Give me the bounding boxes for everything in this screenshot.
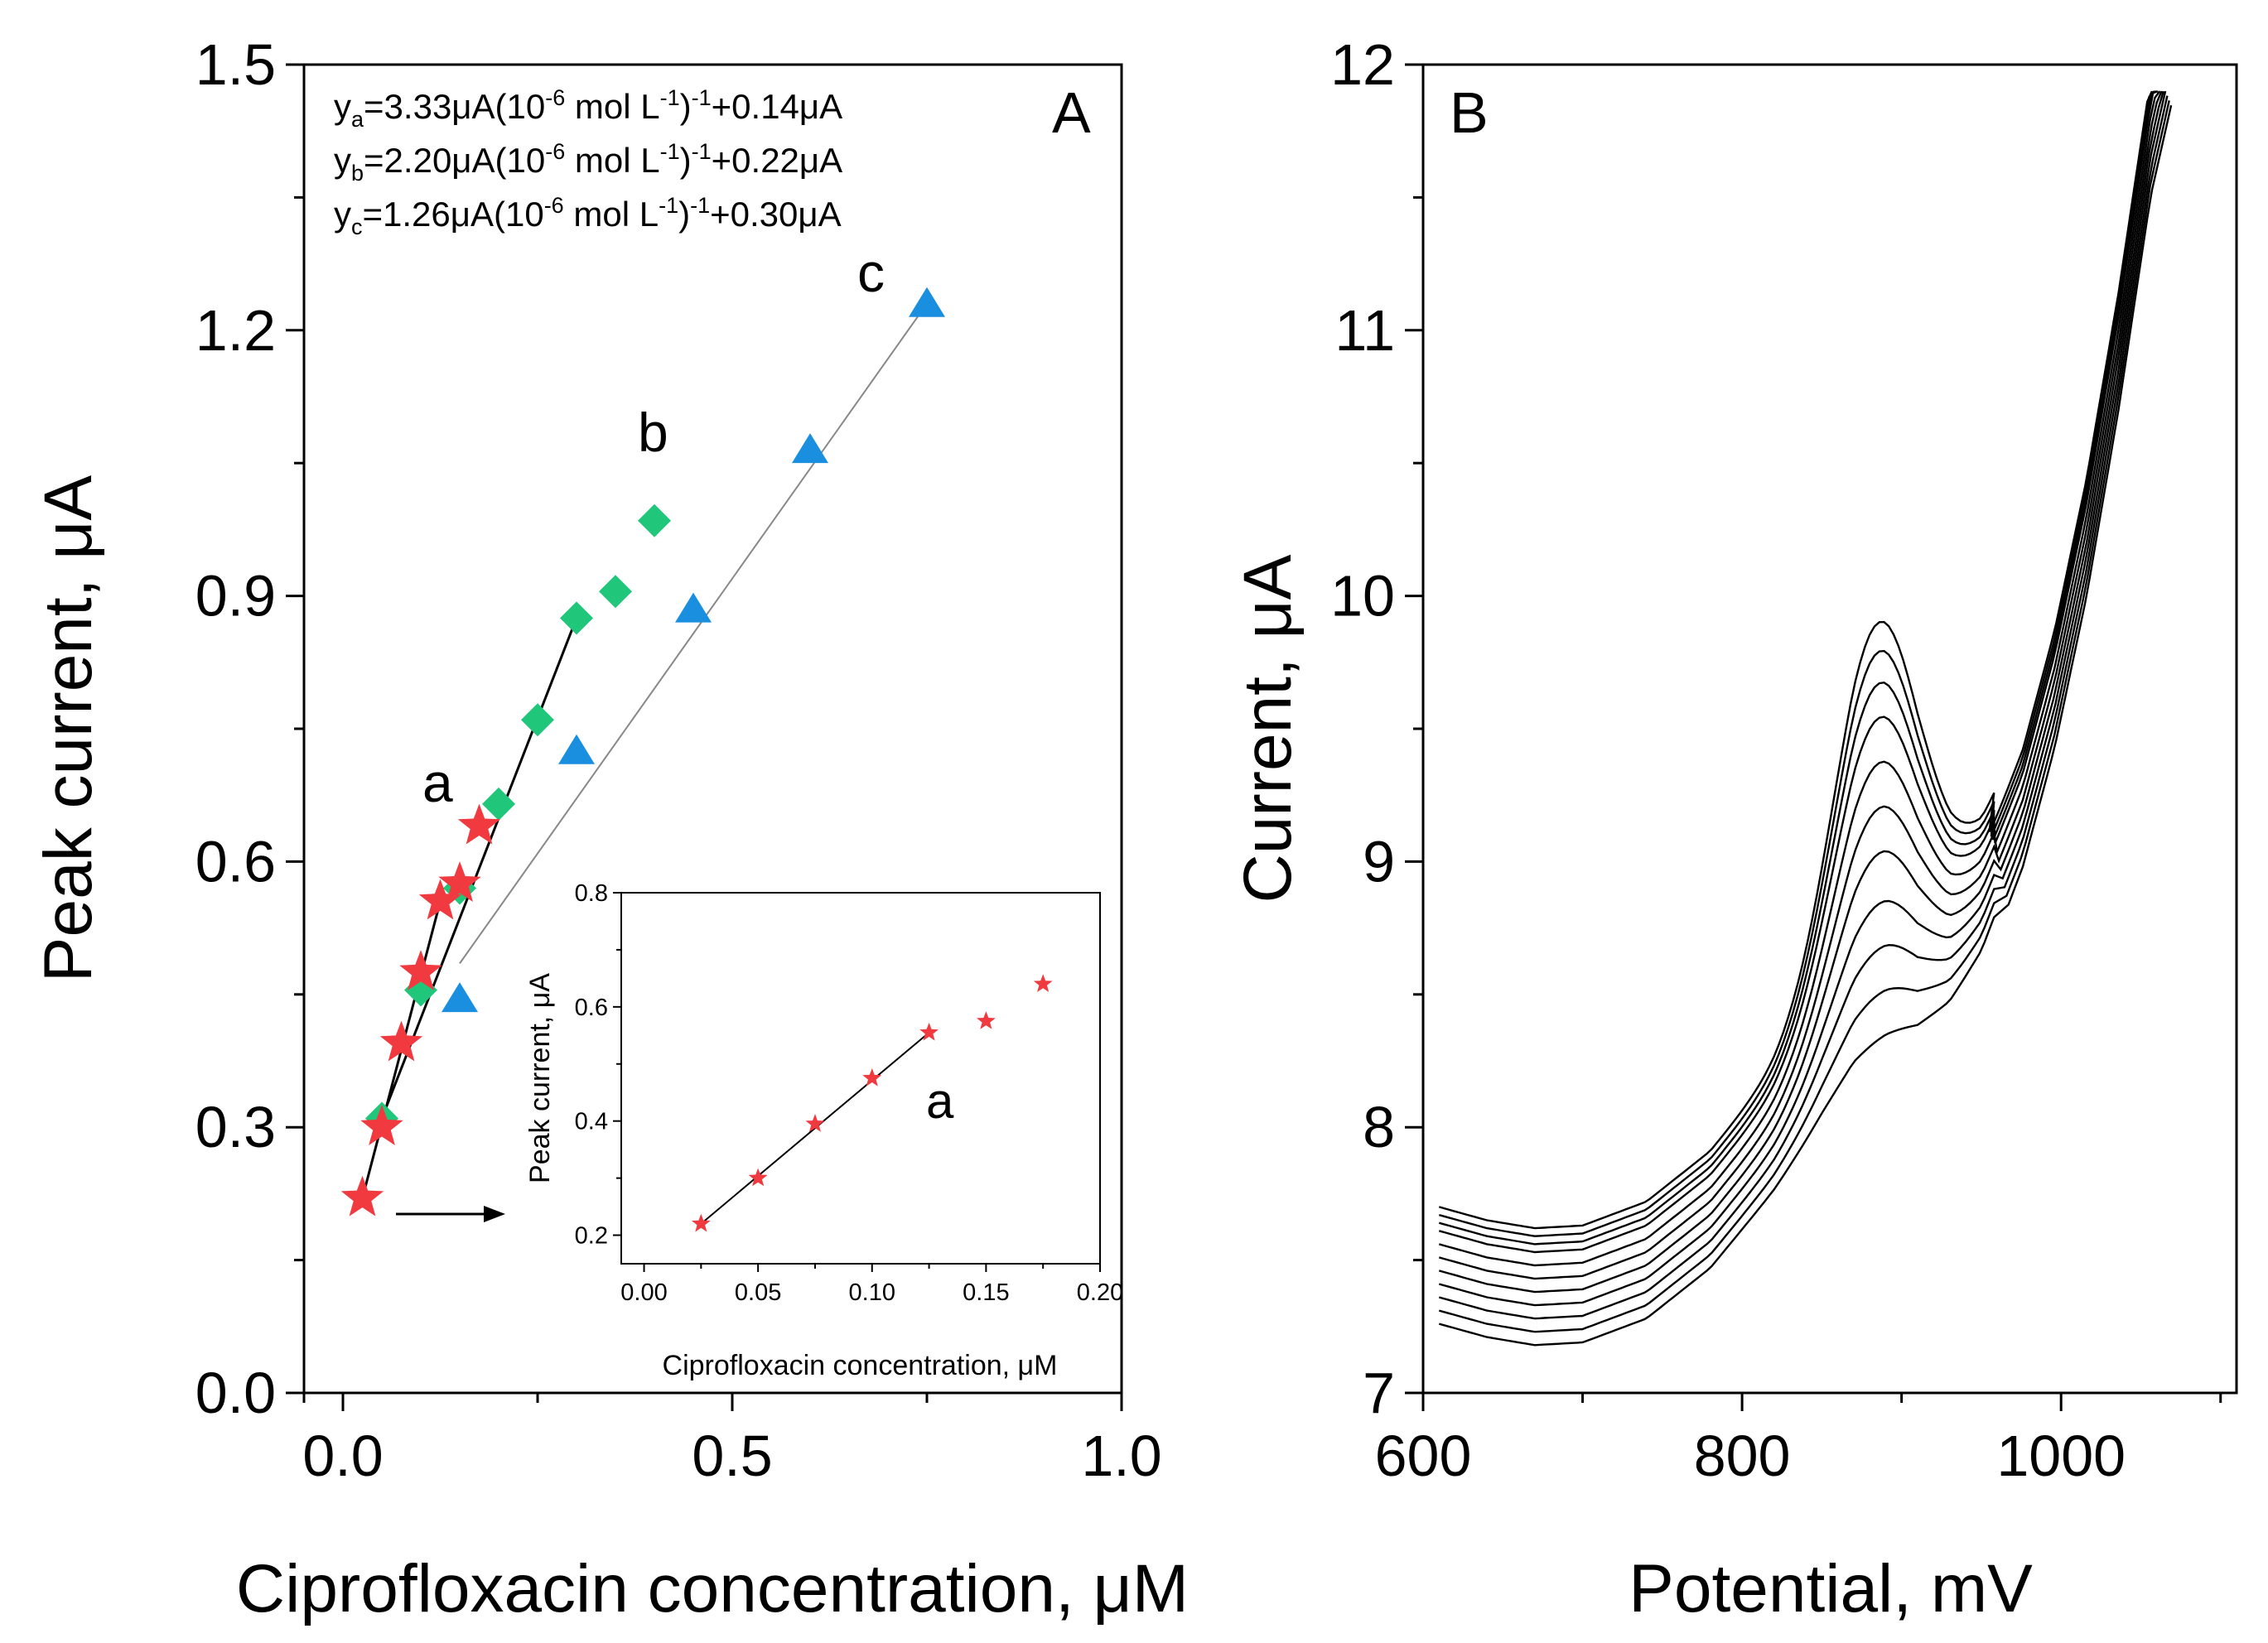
voltammogram-curve: [1438, 90, 2161, 1267]
voltammogram-curve: [1438, 90, 2167, 1307]
inset-y-tick-label: 0.2: [575, 1223, 608, 1250]
inset-x-tick-label: 0.20: [1077, 1279, 1123, 1306]
y-tick-label: 1.5: [195, 32, 276, 97]
b-x-tick-label: 600: [1375, 1424, 1472, 1488]
series-label-b: b: [638, 402, 668, 463]
panel-a-frame: [302, 63, 1123, 1395]
y-tick-label: 0.0: [195, 1361, 276, 1425]
fit-line-b: [380, 617, 578, 1120]
voltammogram-curve: [1438, 90, 2155, 1237]
voltammogram-curve: [1438, 104, 2173, 1347]
data-point-a: [457, 803, 501, 845]
b-y-tick-label: 9: [1363, 829, 1395, 894]
b-y-tick-label: 7: [1363, 1361, 1395, 1425]
voltammogram-curve: [1438, 90, 2153, 1230]
fit-line-c: [459, 303, 928, 964]
panel-b-label: B: [1450, 80, 1489, 145]
inset-ticks: 0.00 0.05 0.10 0.15 0.20 0.2 0.4 0.6 0.8: [575, 880, 1124, 1306]
inset-data-point-a: [1033, 974, 1053, 992]
inset-y-tick-label: 0.6: [575, 995, 608, 1021]
inset-data-point-a: [805, 1114, 825, 1132]
inset-fit-line-a: [700, 1032, 930, 1225]
data-point-a: [399, 950, 442, 990]
b-x-tick-label: 800: [1694, 1424, 1791, 1488]
x-tick-label: 0.0: [302, 1424, 383, 1488]
data-point-b: [638, 504, 671, 537]
inset-x-axis-title: Ciprofloxacin concentration, μM: [663, 1350, 1058, 1381]
panel-b-ticks: 600 800 1000 7 8 9 10 11 12: [1330, 32, 2222, 1488]
inset-y-tick-label: 0.8: [575, 880, 608, 907]
data-point-a: [340, 1175, 384, 1217]
data-point-b: [521, 703, 554, 737]
x-tick-label: 1.0: [1081, 1424, 1161, 1488]
inset-data-point-a: [691, 1213, 711, 1232]
inset-series-label: a: [926, 1073, 954, 1129]
panel-b-x-axis-title: Potential, mV: [1629, 1551, 2033, 1626]
series-label-a: a: [422, 752, 453, 813]
data-point-c: [792, 433, 828, 464]
data-point-c: [909, 287, 945, 317]
inset-y-axis-title: Peak current, μA: [524, 973, 556, 1183]
data-point-a: [360, 1105, 403, 1145]
inset-frame: [620, 892, 1101, 1265]
inset-data-point-a: [919, 1022, 939, 1041]
panel-a-ticks: 0.0 0.5 1.0 0.0 0.3 0.6 0.9 1.2 1.5: [195, 32, 1162, 1488]
data-point-b: [482, 787, 515, 821]
inset-fit-line: [700, 1032, 930, 1225]
panel-b-frame: [1421, 63, 2238, 1395]
data-point-c: [675, 592, 712, 623]
y-tick-label: 0.3: [195, 1095, 276, 1159]
voltammogram-curve: [1438, 100, 2170, 1333]
y-tick-label: 1.2: [195, 298, 276, 363]
inset-data-point-a: [862, 1068, 882, 1086]
inset-x-tick-label: 0.10: [849, 1279, 895, 1306]
data-point-a: [379, 1020, 423, 1062]
inset-pointer-arrow: [396, 1206, 505, 1222]
data-point-b: [560, 601, 593, 635]
voltammogram-curve: [1438, 90, 2157, 1246]
panel-b-y-axis-title: Current, μA: [1230, 554, 1305, 903]
panel-a-data-points: [340, 287, 945, 1217]
voltammogram-curve: [1438, 95, 2169, 1320]
voltammogram-curve: [1438, 90, 2164, 1294]
panel-b: 600 800 1000 7 8 9 10 11 12 B Potential, mV Curr…: [1230, 32, 2238, 1626]
y-tick-label: 0.6: [195, 829, 276, 894]
equation-a: ya=3.33μA(10-6 mol L-1)-1+0.14μA: [334, 85, 842, 132]
y-tick-label: 0.9: [195, 564, 276, 629]
regression-equations: ya=3.33μA(10-6 mol L-1)-1+0.14μA yb=2.20μ…: [334, 85, 842, 239]
data-point-c: [442, 982, 478, 1013]
data-point-a: [418, 879, 462, 920]
b-y-tick-label: 10: [1330, 564, 1395, 629]
inset-data-point-a: [748, 1168, 768, 1187]
panel-a: 0.0 0.5 1.0 0.0 0.3 0.6 0.9 1.2 1.5 0.00 0.05 0.10…: [31, 32, 1189, 1626]
panel-a-label: A: [1052, 80, 1091, 145]
equation-c: yc=1.26μA(10-6 mol L-1)-1+0.30μA: [334, 193, 842, 239]
inset-x-tick-label: 0.15: [963, 1279, 1009, 1306]
panel-a-y-axis-title: Peak current, μA: [31, 475, 106, 982]
equation-b: yb=2.20μA(10-6 mol L-1)-1+0.22μA: [334, 139, 842, 186]
b-y-tick-label: 11: [1334, 298, 1395, 363]
b-x-tick-label: 1000: [1996, 1424, 2126, 1488]
data-point-c: [558, 734, 595, 764]
inset-x-tick-label: 0.05: [735, 1279, 781, 1306]
inset-x-tick-label: 0.00: [620, 1279, 667, 1306]
voltammogram-curve: [1438, 90, 2163, 1280]
voltammogram-curve: [1438, 89, 2159, 1254]
x-tick-label: 0.5: [692, 1424, 772, 1488]
inset-data-point-a: [977, 1011, 996, 1029]
inset-chart: 0.00 0.05 0.10 0.15 0.20 0.2 0.4 0.6 0.8 a Cipro…: [524, 880, 1123, 1381]
panel-a-x-axis-title: Ciprofloxacin concentration, μM: [236, 1551, 1189, 1626]
series-label-c: c: [857, 242, 885, 303]
b-y-tick-label: 12: [1330, 32, 1395, 97]
inset-data-points: [691, 974, 1053, 1232]
b-y-tick-label: 8: [1363, 1095, 1395, 1159]
inset-y-tick-label: 0.4: [575, 1109, 608, 1135]
data-point-a: [438, 861, 481, 902]
data-point-b: [599, 575, 632, 609]
panel-b-curves: [1438, 89, 2173, 1347]
